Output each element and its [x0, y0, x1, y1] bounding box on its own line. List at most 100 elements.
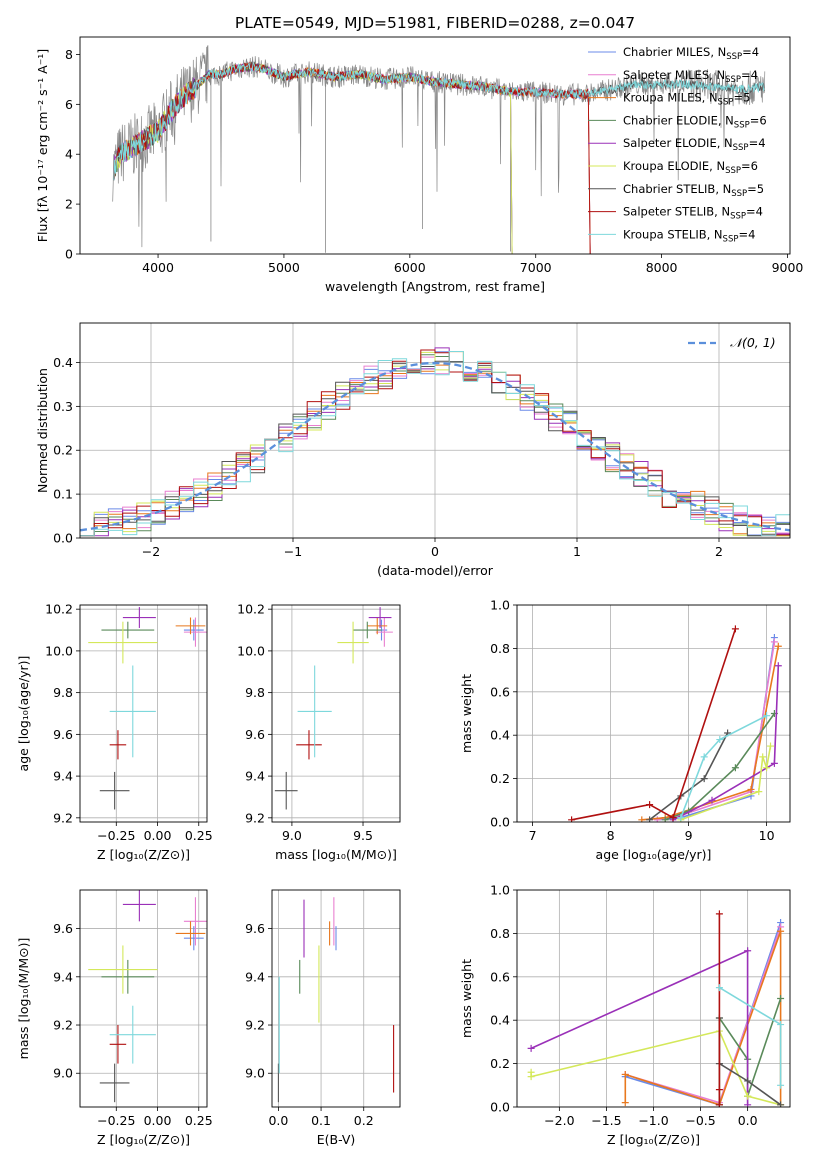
axes-age_vs_Z: −0.25 0.00 0.25 9.2 9.4 9.6 9.8 10.0 10.2 Z [log₁…: [16, 602, 213, 862]
histogram-salpeter-stelib: [80, 349, 790, 537]
x-tick-label: 1: [573, 544, 581, 559]
y-tick-label: 9.2: [245, 1018, 265, 1033]
mass-weight-marker-kroupa-stelib: [677, 814, 685, 822]
x-tick-label: 0.0: [268, 1113, 288, 1128]
legend-entry: Chabrier STELIB, NSSP=5: [623, 182, 764, 199]
y-tick-label: 9.0: [245, 1066, 265, 1081]
legend-suffix: =5: [747, 182, 764, 196]
model-spectrum-kroupa-stelib: [113, 62, 765, 181]
y-tick-label: 9.4: [245, 769, 265, 784]
mass-weight-line-salpeter-stelib: [571, 628, 737, 821]
axes-age_vs_mass: 9.0 9.5 9.2 9.4 9.6 9.8 10.0 10.2 mass [log₁₀(M/…: [237, 602, 401, 862]
x-tick-label: 0.0: [738, 1113, 758, 1128]
y-tick-label: 0.0: [490, 815, 510, 830]
y-tick-label: 0.0: [53, 531, 73, 546]
mass-weight-marker-salpeter-stelib: [669, 814, 677, 822]
legend-suffix: =4: [742, 45, 759, 59]
plot-area: [272, 605, 400, 822]
mass-weight-marker-salpeter-stelib: [731, 625, 739, 633]
mass-weight-line-salpeter-elodie: [530, 949, 749, 1105]
mass-weight-marker-kroupa-stelib: [716, 736, 724, 744]
legend-entry: Salpeter ELODIE, NSSP=4: [623, 136, 766, 153]
mass-weight-marker-chabrier-stelib: [744, 1077, 752, 1085]
y-tick-label: 9.2: [245, 810, 265, 825]
x-axis-label: Z [log₁₀(Z/Z⊙)]: [97, 847, 190, 862]
x-tick-label: 6000: [394, 260, 426, 275]
y-tick-label: 9.8: [245, 685, 265, 700]
legend-subscript: SSP: [734, 120, 750, 130]
axes-frame: [79, 889, 208, 1108]
x-tick-label: −1.5: [591, 1113, 621, 1128]
mass-weight-marker-chabrier-stelib: [646, 816, 654, 822]
x-tick-label: 4000: [142, 260, 174, 275]
y-axis-label: mass [log₁₀(M/M⊙)]: [16, 938, 31, 1060]
x-tick-label: 0.2: [354, 1113, 374, 1128]
y-tick-label: 9.4: [245, 969, 265, 984]
mass-weight-marker-kroupa-miles: [621, 1070, 629, 1078]
x-tick-label: −1: [284, 544, 302, 559]
axes-frame: [516, 604, 791, 823]
x-axis-label: (data-model)/error: [377, 563, 494, 578]
y-tick-label: 0.3: [53, 399, 73, 414]
legend-suffix: =4: [746, 205, 763, 219]
x-tick-label: −0.5: [685, 1113, 715, 1128]
x-tick-label: 7000: [520, 260, 552, 275]
plot-area: [80, 323, 790, 538]
legend-suffix: =4: [738, 227, 755, 241]
legend-subscript: SSP: [725, 75, 741, 85]
legend-label: Chabrier ELODIE, N: [623, 113, 734, 127]
y-tick-label: 2: [65, 197, 73, 212]
x-tick-label: 0: [431, 544, 439, 559]
legend-subscript: SSP: [726, 52, 742, 62]
y-tick-label: 9.6: [245, 727, 265, 742]
mass-weight-marker-salpeter-elodie: [527, 1044, 535, 1052]
mass-weight-marker-kroupa-miles: [621, 1099, 629, 1107]
y-axis-label: Flux [fλ 10⁻¹⁷ erg cm⁻² s⁻¹ A⁻¹]: [35, 49, 50, 242]
y-tick-label: 9.2: [53, 1018, 73, 1033]
mass-weight-marker-kroupa-elodie: [759, 753, 767, 761]
mass-weight-marker-salpeter-elodie: [744, 1101, 752, 1107]
mass-weight-marker-chabrier-elodie: [731, 764, 739, 772]
legend-label: Kroupa MILES, N: [623, 91, 718, 105]
legend-entry: Kroupa STELIB, NSSP=4: [623, 227, 755, 244]
mass-weight-marker-salpeter-stelib: [646, 801, 654, 809]
x-tick-label: −0.25: [97, 1113, 135, 1128]
legend-subscript: SSP: [733, 143, 749, 153]
y-axis-label: mass weight: [459, 674, 474, 753]
mass-weight-marker-kroupa-stelib: [763, 712, 771, 720]
mass-weight-marker-kroupa-stelib: [700, 753, 708, 761]
axes-mass_vs_ebv: 0.0 0.1 0.2 9.0 9.2 9.4 9.6 E(B-V): [245, 889, 401, 1147]
legend-label: Kroupa ELODIE, N: [623, 159, 725, 173]
axes-frame: [79, 322, 791, 539]
x-tick-label: 2: [715, 544, 723, 559]
legend-subscript: SSP: [730, 212, 746, 222]
mass-weight-marker-kroupa-elodie: [527, 1073, 535, 1081]
x-tick-label: 0.25: [185, 1113, 213, 1128]
mass-weight-marker-kroupa-stelib: [777, 1021, 785, 1029]
y-tick-label: 0.2: [490, 771, 510, 786]
mass-weight-marker-kroupa-miles: [638, 816, 646, 822]
y-tick-label: 9.2: [53, 810, 73, 825]
x-axis-label: mass [log₁₀(M/M⊙)]: [275, 847, 397, 862]
legend-entry: Kroupa MILES, NSSP=5: [623, 91, 750, 108]
x-tick-label: 9: [685, 828, 693, 843]
plot-area: [80, 890, 207, 1107]
y-tick-label: 10.0: [237, 643, 265, 658]
mass-weight-marker-salpeter-stelib: [715, 1086, 723, 1094]
x-axis-label: E(B-V): [317, 1132, 356, 1147]
model-spectrum-chabrier-elodie: [113, 61, 513, 254]
y-axis-label: age [log₁₀(age/yr)]: [16, 656, 31, 772]
x-tick-label: 0.00: [144, 828, 172, 843]
mass-weight-line-kroupa-miles: [641, 646, 780, 821]
mass-weight-line-kroupa-miles: [624, 930, 782, 1106]
y-tick-label: 9.8: [53, 685, 73, 700]
y-tick-label: 4: [65, 147, 73, 162]
y-tick-label: 10.2: [45, 602, 73, 617]
mass-weight-marker-chabrier-stelib: [700, 775, 708, 783]
mass-weight-marker-salpeter-miles: [770, 638, 778, 646]
x-tick-label: 0.00: [144, 1113, 172, 1128]
mass-weight-marker-chabrier-elodie: [661, 816, 669, 822]
axes-residuals: −2 −1 0 1 2 0.0 0.1 0.2 0.3 0.4 (data-model)/error…: [35, 322, 791, 578]
observed-spectrum-line: [112, 45, 766, 248]
